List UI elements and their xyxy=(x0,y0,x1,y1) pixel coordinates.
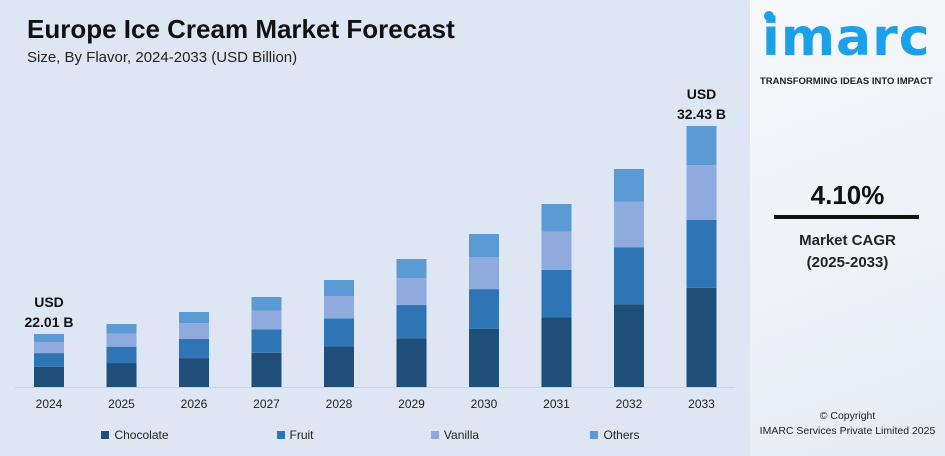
bar-segment-chocolate-2030 xyxy=(469,328,499,387)
bar-segment-others-2025 xyxy=(106,324,137,334)
bar-segment-fruit-2028 xyxy=(324,318,354,347)
bar-segment-vanilla-2033 xyxy=(686,165,717,221)
data-label: 32.43 B xyxy=(677,106,726,122)
bar-segment-others-2030 xyxy=(469,234,499,257)
bar-segment-others-2026 xyxy=(179,312,209,324)
bar-segment-chocolate-2024 xyxy=(34,366,64,387)
bar-segment-fruit-2029 xyxy=(396,305,427,339)
bar-segment-vanilla-2027 xyxy=(251,310,282,330)
legend-swatch xyxy=(276,431,285,439)
cagr-value: 4.10% xyxy=(810,180,885,210)
cagr-label: Market CAGR (2025-2033) xyxy=(799,232,896,271)
bar-segment-others-2028 xyxy=(324,280,354,297)
x-tick-label: 2029 xyxy=(398,397,425,411)
data-label: 22.01 B xyxy=(24,314,73,330)
bar-segment-fruit-2031 xyxy=(541,269,572,318)
divider xyxy=(774,215,919,219)
logo-dot xyxy=(764,11,774,21)
info-panel: imarc TRANSFORMING IDEAS INTO IMPACT 4.1… xyxy=(750,0,945,456)
bar-segment-vanilla-2026 xyxy=(179,323,209,340)
bar-segment-fruit-2033 xyxy=(686,220,717,288)
chart-subtitle: Size, By Flavor, 2024-2033 (USD Billion) xyxy=(27,49,298,66)
bar-segment-fruit-2026 xyxy=(179,339,209,359)
bar-segment-fruit-2032 xyxy=(614,247,644,305)
bar-segment-chocolate-2025 xyxy=(106,363,137,387)
x-tick-label: 2033 xyxy=(688,397,715,411)
imarc-logo: imarc xyxy=(762,8,931,68)
legend-item-fruit: Fruit xyxy=(215,428,375,442)
bar-segment-others-2029 xyxy=(396,259,427,279)
copyright: © Copyright IMARC Services Private Limit… xyxy=(759,410,936,437)
data-label: USD xyxy=(34,294,64,310)
bar-segment-fruit-2027 xyxy=(251,329,282,353)
chart-title: Europe Ice Cream Market Forecast xyxy=(27,14,455,44)
x-tick-label: 2027 xyxy=(253,397,280,411)
bar-segment-vanilla-2024 xyxy=(34,341,64,354)
bar-segment-others-2031 xyxy=(541,204,572,232)
legend-item-chocolate: Chocolate xyxy=(55,428,215,442)
bar-segment-vanilla-2031 xyxy=(541,231,572,270)
bar-segment-fruit-2030 xyxy=(469,289,499,329)
bar-segment-chocolate-2031 xyxy=(541,317,572,387)
x-tick-label: 2032 xyxy=(616,397,643,411)
bar-segment-others-2027 xyxy=(251,297,282,311)
chart-panel: Europe Ice Cream Market Forecast Size, B… xyxy=(0,0,750,456)
bar-segment-chocolate-2029 xyxy=(396,338,427,387)
bar-segment-vanilla-2028 xyxy=(324,296,354,319)
bar-segment-chocolate-2032 xyxy=(614,304,644,387)
legend-swatch xyxy=(101,431,110,439)
legend: Chocolate Fruit Vanilla Others xyxy=(0,428,750,442)
bar-segment-chocolate-2026 xyxy=(179,358,209,387)
legend-item-vanilla: Vanilla xyxy=(375,428,535,442)
x-tick-label: 2024 xyxy=(36,397,63,411)
bar-segment-chocolate-2028 xyxy=(324,346,354,387)
bar-segment-fruit-2024 xyxy=(34,353,64,367)
x-tick-label: 2025 xyxy=(108,397,135,411)
brand-tagline: TRANSFORMING IDEAS INTO IMPACT xyxy=(760,76,933,87)
bar-segment-others-2024 xyxy=(34,334,64,342)
x-tick-label: 2026 xyxy=(181,397,208,411)
x-tick-label: 2030 xyxy=(471,397,498,411)
legend-item-others: Others xyxy=(535,428,695,442)
legend-swatch xyxy=(590,431,599,439)
stacked-bar-chart: 2024 USD 22.01 B 2025 2026 2027 2028 2029 2030 20… xyxy=(15,86,735,411)
bar-segment-others-2033 xyxy=(686,126,717,166)
bar-segment-vanilla-2029 xyxy=(396,278,427,306)
bar-segment-chocolate-2027 xyxy=(251,352,282,387)
legend-swatch xyxy=(430,431,439,439)
bar-segment-vanilla-2030 xyxy=(469,256,499,290)
bar-segment-others-2032 xyxy=(614,169,644,202)
x-tick-label: 2031 xyxy=(543,397,570,411)
bar-segment-fruit-2025 xyxy=(106,346,137,364)
x-tick-label: 2028 xyxy=(326,397,353,411)
bar-segment-vanilla-2025 xyxy=(106,333,137,347)
bar-segment-vanilla-2032 xyxy=(614,201,644,248)
data-label: USD xyxy=(687,86,717,102)
bar-segment-chocolate-2033 xyxy=(686,287,717,387)
